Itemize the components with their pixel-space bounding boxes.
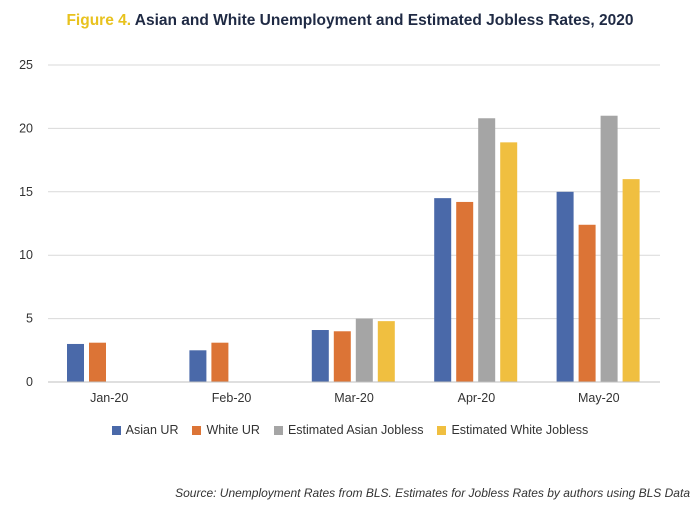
bar bbox=[189, 350, 207, 382]
bar bbox=[478, 118, 496, 383]
bar bbox=[377, 321, 395, 382]
bar bbox=[333, 331, 351, 382]
bar-chart: 0 5 10 15 20 25 Jan-20 Feb-20 Mar-20 Apr-20 May-20 bbox=[19, 58, 660, 405]
legend-label: White UR bbox=[206, 423, 260, 437]
legend-item-white-ur: White UR bbox=[192, 423, 260, 437]
legend-swatch bbox=[273, 425, 283, 435]
bar bbox=[556, 191, 574, 382]
legend: Asian UR White UR Estimated Asian Jobles… bbox=[0, 423, 700, 437]
bar bbox=[456, 201, 474, 382]
bar bbox=[311, 330, 329, 382]
y-tick-label: 25 bbox=[19, 58, 33, 72]
bar bbox=[622, 179, 640, 382]
bar bbox=[578, 224, 596, 382]
x-tick-label: Jan-20 bbox=[90, 391, 128, 405]
x-tick-label: Feb-20 bbox=[212, 391, 252, 405]
bar bbox=[355, 318, 373, 382]
y-tick-label: 0 bbox=[26, 375, 33, 389]
y-tick-label: 10 bbox=[19, 248, 33, 262]
legend-label: Estimated Asian Jobless bbox=[287, 423, 424, 437]
legend-swatch bbox=[437, 425, 447, 435]
y-tick-label: 15 bbox=[19, 185, 33, 199]
chart-title-text: Asian and White Unemployment and Estimat… bbox=[134, 12, 634, 29]
legend-swatch bbox=[192, 425, 202, 435]
legend-item-estimated-asian-jobless: Estimated Asian Jobless bbox=[273, 423, 424, 437]
x-tick-label: Apr-20 bbox=[458, 391, 496, 405]
bar bbox=[600, 115, 618, 382]
chart-title: Figure 4. Asian and White Unemployment a… bbox=[0, 12, 700, 30]
figure-number: Figure 4. bbox=[66, 12, 132, 29]
bar bbox=[500, 142, 518, 382]
bar bbox=[89, 342, 106, 382]
bar bbox=[67, 343, 84, 382]
legend-item-asian-ur: Asian UR bbox=[111, 423, 179, 437]
bar bbox=[434, 198, 452, 382]
y-tick-label: 5 bbox=[26, 312, 33, 326]
x-tick-label: May-20 bbox=[578, 391, 620, 405]
bar bbox=[211, 342, 229, 382]
y-tick-label: 20 bbox=[19, 121, 33, 135]
legend-label: Estimated White Jobless bbox=[451, 423, 589, 437]
legend-item-estimated-white-jobless: Estimated White Jobless bbox=[437, 423, 588, 437]
source-note: Source: Unemployment Rates from BLS. Est… bbox=[175, 486, 690, 500]
legend-swatch bbox=[111, 425, 121, 435]
legend-label: Asian UR bbox=[125, 423, 179, 437]
x-tick-label: Mar-20 bbox=[334, 391, 374, 405]
